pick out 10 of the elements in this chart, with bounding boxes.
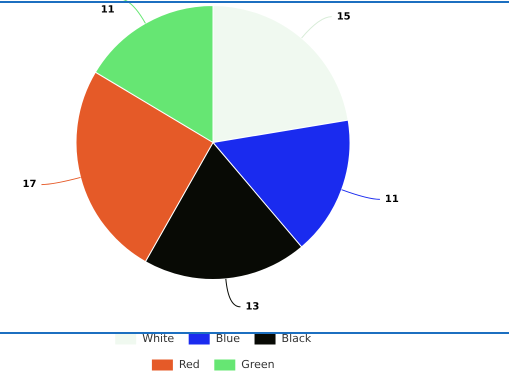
data-label: 17 xyxy=(22,179,36,190)
data-label: 13 xyxy=(245,301,260,312)
legend-label: White xyxy=(142,332,174,345)
legend-label: Black xyxy=(282,332,312,345)
legend-label: Red xyxy=(178,358,200,371)
data-label: 11 xyxy=(384,194,399,205)
legend-label: Blue xyxy=(216,332,240,345)
data-label: 15 xyxy=(336,11,351,22)
legend-label: Green xyxy=(241,358,275,371)
data-label: 11 xyxy=(100,4,115,16)
